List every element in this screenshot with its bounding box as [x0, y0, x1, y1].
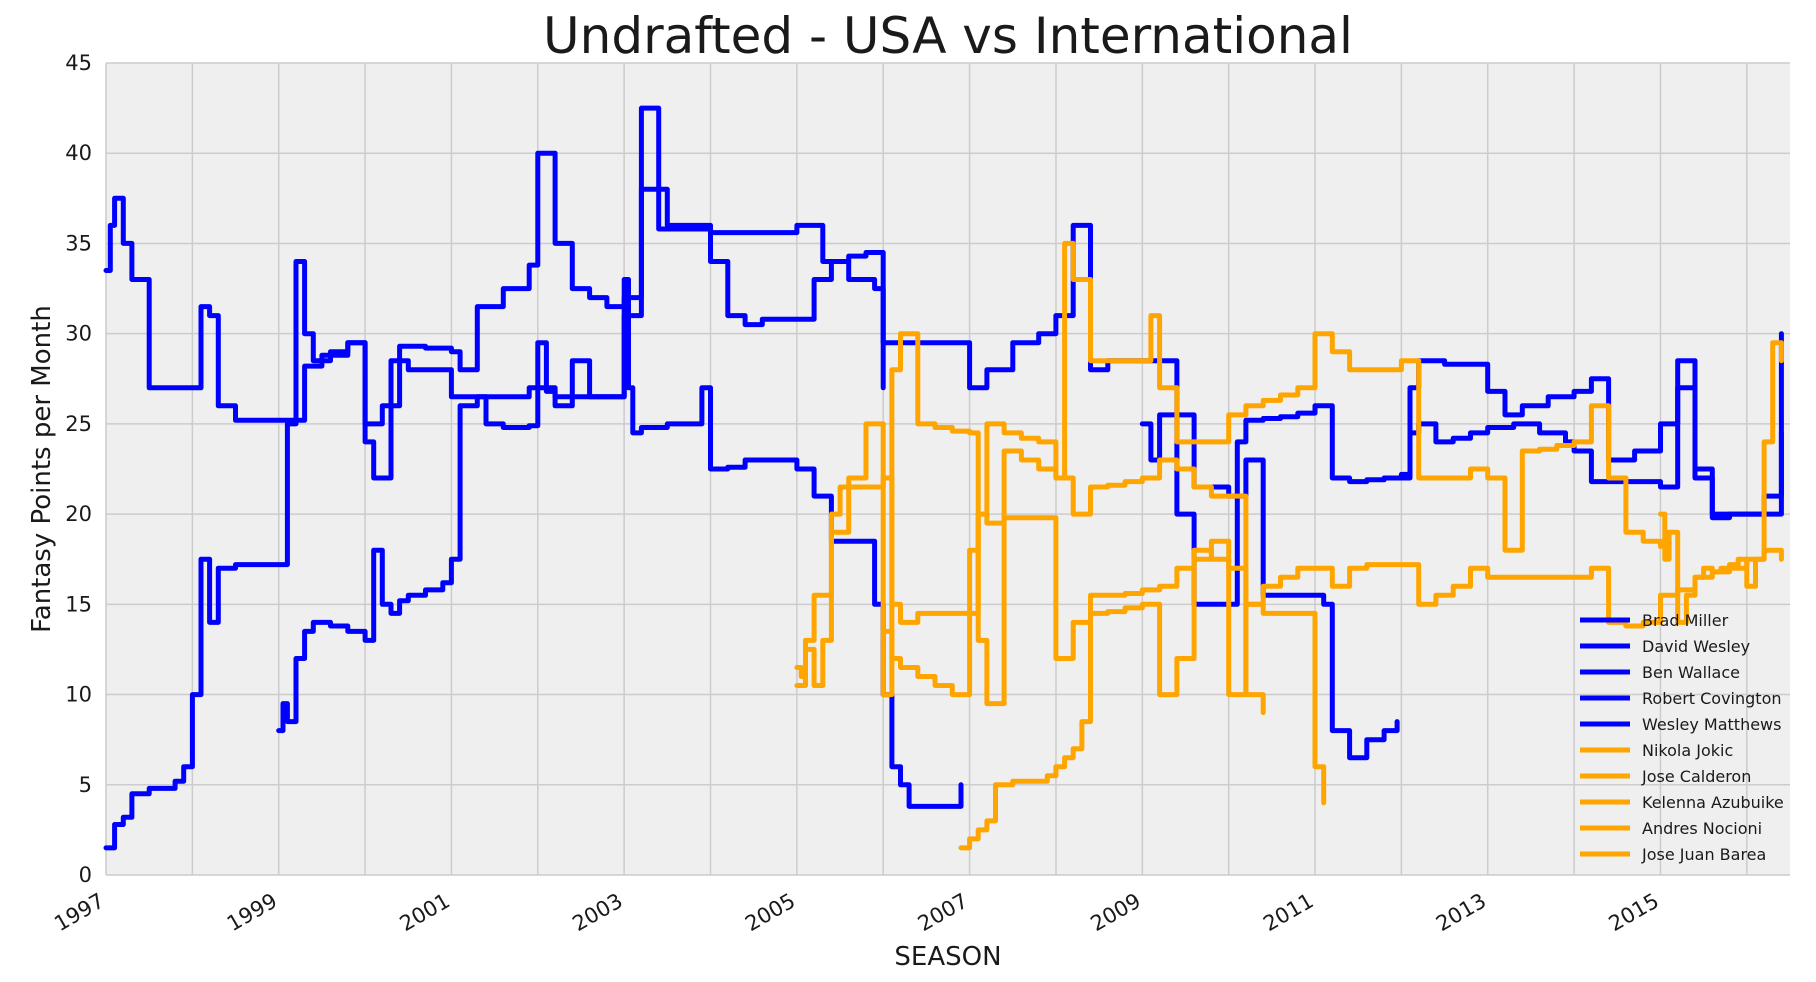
y-tick-label: 30	[65, 322, 92, 346]
legend-label: Jose Calderon	[1641, 767, 1751, 786]
x-tick-label: 2005	[741, 889, 799, 937]
legend-label: Brad Miller	[1642, 611, 1729, 630]
y-axis-ticks: 0 5 10 15 20 25 30 35 40 45	[65, 51, 92, 887]
y-tick-label: 45	[65, 51, 92, 75]
legend: Brad Miller David Wesley Ben Wallace Robert…	[1580, 611, 1784, 864]
legend-label: Ben Wallace	[1642, 663, 1740, 682]
y-tick-label: 10	[65, 683, 92, 707]
legend-label: Wesley Matthews	[1642, 715, 1781, 734]
y-tick-label: 0	[79, 863, 92, 887]
legend-label: Andres Nocioni	[1642, 819, 1762, 838]
x-axis-ticks: 1997 1999 2001 2003 2005 2007 2009 2011 2013 2015	[50, 889, 1663, 937]
x-tick-label: 2015	[1605, 889, 1663, 937]
plot-background	[106, 63, 1790, 875]
chart-title: Undrafted - USA vs International	[543, 7, 1353, 65]
y-tick-label: 15	[65, 592, 92, 616]
x-tick-label: 2007	[914, 889, 972, 937]
x-tick-label: 2001	[396, 889, 454, 937]
legend-label: Jose Juan Barea	[1641, 845, 1766, 864]
series-line-9	[880, 511, 1784, 698]
x-tick-label: 1997	[50, 889, 108, 937]
legend-label: Robert Covington	[1642, 689, 1782, 708]
y-tick-label: 5	[79, 773, 92, 797]
legend-label: Nikola Jokic	[1642, 741, 1733, 760]
x-tick-label: 2011	[1259, 889, 1317, 937]
y-tick-label: 35	[65, 231, 92, 255]
y-tick-label: 25	[65, 412, 92, 436]
x-tick-label: 2013	[1432, 889, 1490, 937]
series-lines	[103, 105, 1784, 851]
y-tick-label: 20	[65, 502, 92, 526]
x-tick-label: 1999	[223, 889, 281, 937]
series-line-8	[794, 331, 1266, 716]
legend-label: David Wesley	[1642, 637, 1750, 656]
series-line-1	[103, 186, 886, 851]
y-axis-label: Fantasy Points per Month	[27, 305, 57, 633]
x-tick-label: 2009	[1087, 889, 1145, 937]
legend-label: Kelenna Azubuike	[1642, 793, 1784, 812]
x-tick-label: 2003	[568, 889, 626, 937]
x-axis-label: SEASON	[894, 942, 1001, 972]
y-tick-label: 40	[65, 141, 92, 165]
